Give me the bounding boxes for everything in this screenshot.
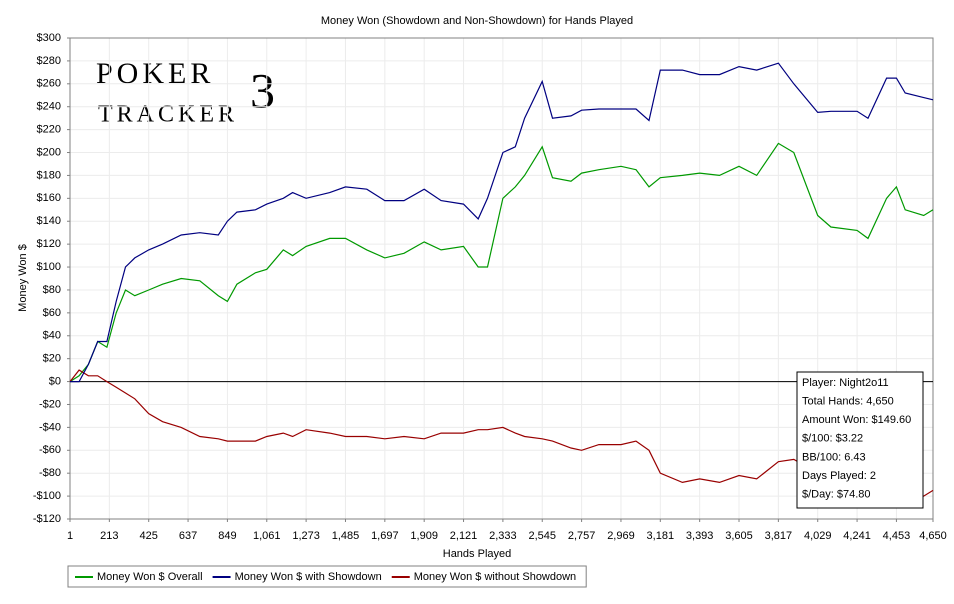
x-tick-label: 1,485 xyxy=(332,530,360,542)
x-tick-label: 3,181 xyxy=(647,530,675,542)
y-tick-label: $0 xyxy=(49,375,61,387)
y-tick-label: $260 xyxy=(37,78,61,90)
stats-line: $/100: $3.22 xyxy=(802,433,863,445)
y-tick-label: $60 xyxy=(43,307,61,319)
series-line xyxy=(69,142,934,383)
y-tick-label: -$80 xyxy=(39,467,61,479)
y-tick-label: $180 xyxy=(37,169,61,181)
x-tick-label: 1 xyxy=(67,530,73,542)
x-tick-label: 3,605 xyxy=(725,530,753,542)
chart-title: Money Won (Showdown and Non-Showdown) fo… xyxy=(321,15,633,27)
plot-frame xyxy=(69,37,934,520)
series-line xyxy=(69,369,934,503)
y-tick-label: -$100 xyxy=(33,490,61,502)
y-tick-label: $300 xyxy=(37,32,61,44)
x-tick-label: 2,333 xyxy=(489,530,517,542)
y-tick-label: $100 xyxy=(37,261,61,273)
legend-label: Money Won $ without Showdown xyxy=(414,571,576,583)
y-tick-label: -$60 xyxy=(39,444,61,456)
y-tick-label: $20 xyxy=(43,353,61,365)
legend-label: Money Won $ with Showdown xyxy=(235,571,382,583)
x-tick-label: 849 xyxy=(218,530,236,542)
x-tick-label: 2,545 xyxy=(528,530,556,542)
logo-word: POKER xyxy=(96,57,214,90)
logo-word: TRACKER xyxy=(98,102,238,128)
y-tick-label: $80 xyxy=(43,284,61,296)
y-tick-label: $280 xyxy=(37,55,61,67)
y-axis-label: Money Won $ xyxy=(17,244,29,312)
logo-mark: 3 xyxy=(250,62,275,118)
x-tick-label: 425 xyxy=(140,530,158,542)
stats-box xyxy=(796,371,924,509)
legend-box xyxy=(67,565,587,588)
stats-line: Days Played: 2 xyxy=(802,470,876,482)
y-tick-label: $200 xyxy=(37,146,61,158)
x-tick-label: 1,909 xyxy=(410,530,438,542)
legend-label: Money Won $ Overall xyxy=(97,571,203,583)
y-tick-label: $120 xyxy=(37,238,61,250)
series-line xyxy=(70,62,934,383)
x-tick-label: 4,029 xyxy=(804,530,832,542)
y-tick-label: $40 xyxy=(43,330,61,342)
x-tick-label: 4,453 xyxy=(883,530,911,542)
x-axis-label: Hands Played xyxy=(443,548,512,560)
x-tick-label: 1,061 xyxy=(253,530,281,542)
stats-line: $/Day: $74.80 xyxy=(802,489,871,501)
x-tick-label: 1,273 xyxy=(292,530,320,542)
x-tick-label: 637 xyxy=(179,530,197,542)
y-tick-label: $160 xyxy=(37,192,61,204)
stats-line: Total Hands: 4,650 xyxy=(802,396,894,408)
stats-line: BB/100: 6.43 xyxy=(802,451,866,463)
stats-line: Player: Night2o11 xyxy=(802,377,889,389)
x-tick-label: 213 xyxy=(100,530,118,542)
x-tick-label: 2,969 xyxy=(607,530,635,542)
y-tick-label: -$40 xyxy=(39,421,61,433)
x-tick-label: 4,241 xyxy=(843,530,871,542)
stats-line: Amount Won: $149.60 xyxy=(802,414,911,426)
x-tick-label: 3,817 xyxy=(765,530,793,542)
y-tick-label: $240 xyxy=(37,101,61,113)
y-tick-label: -$120 xyxy=(33,513,61,525)
x-tick-label: 3,393 xyxy=(686,530,714,542)
y-tick-label: $140 xyxy=(37,215,61,227)
x-tick-label: 2,121 xyxy=(450,530,478,542)
y-tick-label: $220 xyxy=(37,124,61,136)
x-tick-label: 1,697 xyxy=(371,530,399,542)
x-tick-label: 2,757 xyxy=(568,530,596,542)
x-tick-label: 4,650 xyxy=(919,530,947,542)
y-tick-label: -$20 xyxy=(39,398,61,410)
